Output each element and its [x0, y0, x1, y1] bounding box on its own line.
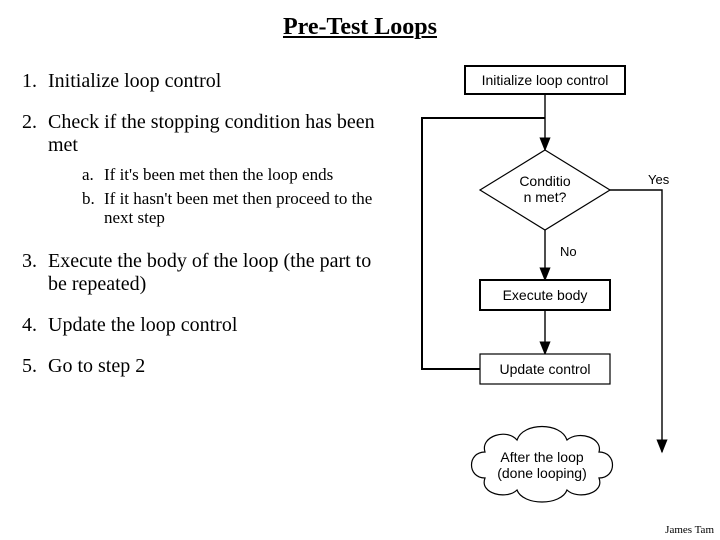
step-5-text: Go to step 2 — [48, 355, 382, 378]
step-2a-number: a. — [82, 165, 104, 185]
step-3-text: Execute the body of the loop (the part t… — [48, 250, 382, 296]
node-update-label: Update control — [499, 361, 590, 377]
node-after-label1: After the loop — [500, 449, 583, 465]
step-2-block: 2. Check if the stopping condition has b… — [22, 111, 382, 232]
step-2a-text: If it's been met then the loop ends — [104, 165, 382, 185]
step-2b-number: b. — [82, 189, 104, 228]
label-yes: Yes — [648, 172, 670, 187]
node-init-label: Initialize loop control — [482, 72, 609, 88]
edge-loop-back — [422, 118, 545, 369]
label-no: No — [560, 244, 577, 259]
step-4-text: Update the loop control — [48, 314, 382, 337]
step-2a: a. If it's been met then the loop ends — [82, 165, 382, 185]
node-cond-label2: n met? — [524, 189, 567, 205]
step-4: 4. Update the loop control — [22, 314, 382, 337]
step-2b: b. If it hasn't been met then proceed to… — [82, 189, 382, 228]
step-3: 3. Execute the body of the loop (the par… — [22, 250, 382, 296]
step-2b-text: If it hasn't been met then proceed to th… — [104, 189, 382, 228]
step-1-text: Initialize loop control — [48, 70, 382, 93]
edge-cond-yes — [610, 190, 662, 452]
step-4-number: 4. — [22, 314, 48, 337]
step-1-number: 1. — [22, 70, 48, 93]
node-after-label2: (done looping) — [497, 465, 587, 481]
step-2-text: Check if the stopping condition has been… — [48, 111, 382, 157]
node-cond-label1: Conditio — [519, 173, 571, 189]
step-2-number: 2. — [22, 111, 48, 232]
step-5-number: 5. — [22, 355, 48, 378]
step-5: 5. Go to step 2 — [22, 355, 382, 378]
author-credit: James Tam — [665, 524, 714, 536]
step-3-number: 3. — [22, 250, 48, 296]
steps-list: 1. Initialize loop control 2. Check if t… — [22, 70, 382, 396]
flowchart: Initialize loop control Conditio n met? … — [410, 58, 720, 518]
page-title: Pre-Test Loops — [0, 14, 720, 41]
step-1: 1. Initialize loop control — [22, 70, 382, 93]
node-exec-label: Execute body — [503, 287, 588, 303]
